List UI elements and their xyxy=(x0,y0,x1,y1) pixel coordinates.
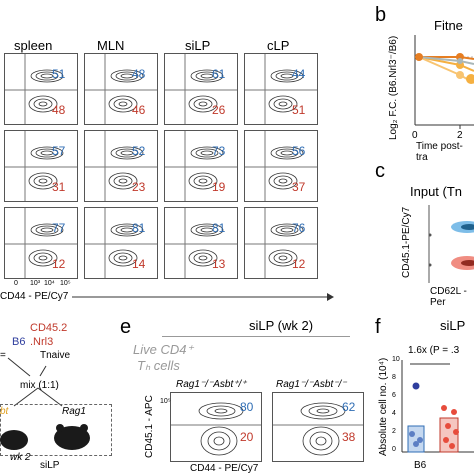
d-wk-label: wk 2 xyxy=(10,452,31,463)
facs-plot xyxy=(244,53,318,125)
quadrant-bottom-value: 46 xyxy=(132,103,146,117)
quadrant-top-value: 81 xyxy=(132,221,146,235)
x-tick-3: 10⁵ xyxy=(60,280,71,287)
quadrant-bottom-value: 26 xyxy=(212,103,226,117)
quadrant-bottom-value: 13 xyxy=(212,257,226,271)
panel-b-ylabel: Log₂ F.C. (B6.Nrl3⁻/B6) xyxy=(388,35,399,140)
panel-e-letter: e xyxy=(120,316,132,338)
d-silp-label: siLP xyxy=(40,460,60,471)
quadrant-top-value: 80 xyxy=(240,400,254,414)
facs-plot xyxy=(164,53,238,125)
panel-c-xlabel: CD62L - Per xyxy=(430,286,467,308)
x-tick-0: 0 xyxy=(14,280,18,287)
quadrant-bottom-value: 48 xyxy=(52,103,66,117)
d-arrows xyxy=(7,357,63,407)
y-tick-label: 2 xyxy=(392,428,396,435)
panel-a-x-label: CD44 - PE/Cy7 xyxy=(0,291,69,302)
facs-plot xyxy=(4,53,78,125)
quadrant-bottom-value: 38 xyxy=(342,430,356,444)
panel-b-title: Fitne xyxy=(434,18,463,33)
panel-e-rule xyxy=(162,336,350,337)
panel-c-chart xyxy=(428,205,474,283)
panel-e-plot1-label: Rag1⁻/⁻Asbt⁺/⁺ xyxy=(176,379,247,390)
col-header-spleen: spleen xyxy=(14,38,53,53)
quadrant-bottom-value: 37 xyxy=(292,180,306,194)
d-prefix: = xyxy=(0,350,6,361)
quadrant-bottom-value: 51 xyxy=(292,103,306,117)
facs-plot xyxy=(164,207,238,279)
d-mix-label: mix (1:1) xyxy=(20,380,59,391)
facs-plot xyxy=(164,130,238,202)
facs-plot xyxy=(84,130,158,202)
y-tick-label: 8 xyxy=(392,374,396,381)
panel-f-ylabel: Absolute cell no. (10⁴) xyxy=(378,357,389,456)
panel-b-xtick-1: 2 xyxy=(457,130,463,141)
col-header-mln: MLN xyxy=(97,38,125,53)
quadrant-top-value: 44 xyxy=(292,67,306,81)
facs-plot xyxy=(84,207,158,279)
panel-e-subtitle-1: Live CD4⁺ xyxy=(133,342,194,357)
d-dashed-box xyxy=(0,404,112,456)
quadrant-bottom-value: 31 xyxy=(52,180,66,194)
quadrant-bottom-value: 12 xyxy=(52,257,66,271)
panel-e-ylabel: CD45.1 - APC xyxy=(144,395,155,458)
panel-c-letter: c xyxy=(375,160,385,182)
quadrant-top-value: 61 xyxy=(212,67,226,81)
quadrant-top-value: 76 xyxy=(292,221,306,235)
quadrant-top-value: 52 xyxy=(132,144,146,158)
x-tick-1: 10³ xyxy=(30,280,41,287)
panel-e-subtitle-2: Tₕ cells xyxy=(137,358,180,373)
facs-plot xyxy=(4,130,78,202)
quadrant-top-value: 51 xyxy=(52,67,66,81)
facs-plot xyxy=(84,53,158,125)
facs-plot xyxy=(244,130,318,202)
panel-b-xlabel: Time post-tra xyxy=(416,141,463,163)
d-rag-partial: bt xyxy=(0,406,9,417)
panel-c-title: Input (Tn xyxy=(410,184,463,199)
quadrant-top-value: 62 xyxy=(342,400,356,414)
panel-e-plot2-label: Rag1⁻/⁻Asbt⁻/⁻ xyxy=(276,379,347,390)
quadrant-top-value: 56 xyxy=(292,144,306,158)
d-cd45-label: CD45.2 xyxy=(30,322,68,334)
panel-f-title: siLP xyxy=(440,318,466,333)
facs-plot xyxy=(170,392,262,462)
quadrant-top-value: 57 xyxy=(52,144,66,158)
facs-plot xyxy=(4,207,78,279)
d-tnaive-label: Tnaive xyxy=(40,350,71,361)
d-nrl-label: .Nrl3 xyxy=(30,336,54,348)
d-b6-label: B6 xyxy=(12,336,26,348)
y-tick-label: 6 xyxy=(392,392,396,399)
quadrant-bottom-value: 19 xyxy=(212,180,226,194)
y-tick-label: 4 xyxy=(392,410,396,417)
panel-f-letter: f xyxy=(375,316,381,338)
quadrant-top-value: 77 xyxy=(52,221,66,235)
facs-plot xyxy=(244,207,318,279)
d-rag-label: Rag1 xyxy=(62,406,86,417)
e-ytick-top: 10⁵ xyxy=(160,398,171,405)
y-tick-label: 10 xyxy=(392,356,400,363)
quadrant-bottom-value: 12 xyxy=(292,257,306,271)
panel-e-xlabel: CD44 - PE/Cy7 xyxy=(190,463,259,474)
panel-b-letter: b xyxy=(375,4,387,26)
quadrant-top-value: 48 xyxy=(132,67,146,81)
quadrant-bottom-value: 23 xyxy=(132,180,146,194)
quadrant-top-value: 81 xyxy=(212,221,226,235)
col-header-silp: siLP xyxy=(185,38,211,53)
panel-e-title: siLP (wk 2) xyxy=(249,318,314,333)
panel-b-chart xyxy=(414,35,474,129)
panel-f-stat: 1.6x (P = .3 xyxy=(408,345,460,356)
y-tick-label: 0 xyxy=(392,446,396,453)
mouse-icon xyxy=(0,424,90,450)
panel-b-xtick-0: 0 xyxy=(412,130,418,141)
panel-a-x-arrow xyxy=(72,293,334,301)
quadrant-top-value: 73 xyxy=(212,144,226,158)
facs-plot xyxy=(272,392,364,462)
panel-f-chart xyxy=(401,360,474,453)
x-tick-2: 10⁴ xyxy=(44,280,55,287)
panel-f-xlabel: B6 xyxy=(414,460,427,471)
col-header-clp: cLP xyxy=(267,38,290,53)
quadrant-bottom-value: 14 xyxy=(132,257,146,271)
quadrant-bottom-value: 20 xyxy=(240,430,254,444)
panel-c-ylabel: CD45.1-PE/Cy7 xyxy=(401,206,412,278)
